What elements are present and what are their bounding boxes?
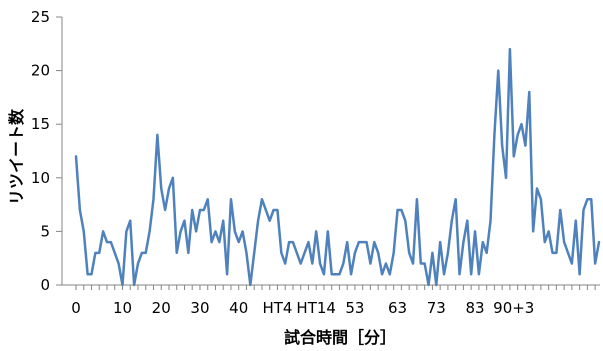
y-tick-label: 15 <box>31 115 50 133</box>
y-tick-label: 20 <box>31 62 50 80</box>
x-tick-label: 10 <box>113 299 132 317</box>
x-axis: 0 10 20 30 40 HT4 HT14 53 63 73 83 90+3 <box>62 284 600 317</box>
y-tick-label: 10 <box>31 169 50 187</box>
x-tick-label: 90+3 <box>493 299 534 317</box>
x-tick-label: 0 <box>71 299 81 317</box>
x-tick-label: 73 <box>427 299 446 317</box>
x-axis-title: 試合時間［分］ <box>284 328 396 347</box>
series-layer <box>74 47 601 287</box>
x-tick-label: 40 <box>229 299 248 317</box>
y-axis: 0 5 10 15 20 25 <box>31 8 63 294</box>
x-tick-label: 30 <box>190 299 209 317</box>
x-tick-label: HT14 <box>296 299 336 317</box>
y-tick-label: 25 <box>31 8 50 26</box>
x-tick-label: 83 <box>465 299 484 317</box>
y-tick-label: 0 <box>40 276 50 294</box>
x-tick-label: 20 <box>152 299 171 317</box>
x-tick-label: HT4 <box>262 299 292 317</box>
y-axis-title: リツイート数 <box>7 108 26 205</box>
x-tick-label: 53 <box>345 299 364 317</box>
series-line <box>74 47 601 287</box>
y-tick-label: 5 <box>40 222 50 240</box>
x-tick-label: 63 <box>388 299 407 317</box>
